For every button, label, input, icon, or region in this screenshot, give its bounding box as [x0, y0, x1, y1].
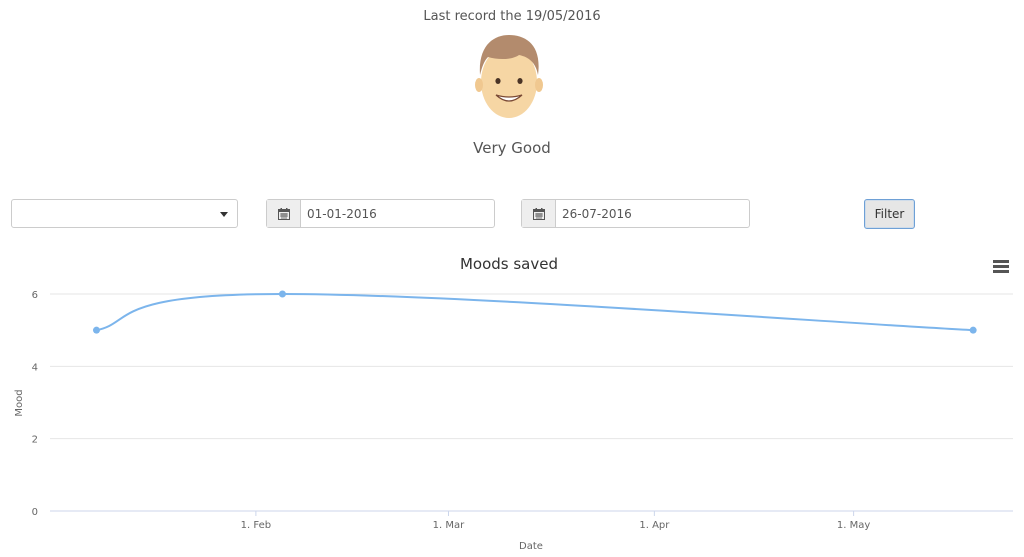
chart-title: Moods saved — [460, 255, 558, 273]
calendar-icon[interactable] — [522, 200, 556, 227]
x-tick-label: 1. May — [837, 520, 870, 531]
data-point[interactable] — [969, 326, 977, 334]
x-tick-label: 1. Mar — [433, 520, 465, 531]
data-point[interactable] — [278, 290, 286, 298]
hamburger-menu-icon[interactable] — [993, 260, 1009, 274]
y-tick-label: 4 — [32, 362, 38, 373]
mood-chart: Moods saved 0 2 4 6 1. Feb 1. Mar 1. Apr 1. Ma… — [14, 255, 1013, 552]
start-date-input[interactable]: 01-01-2016 — [307, 206, 377, 221]
mood-label: Very Good — [473, 139, 551, 157]
calendar-icon[interactable] — [267, 200, 301, 227]
series-line — [96, 292, 974, 332]
y-axis-label: Mood — [14, 389, 25, 416]
smiling-face-icon — [475, 35, 543, 118]
start-date-picker[interactable]: 01-01-2016 — [266, 199, 495, 228]
mood-select[interactable] — [11, 199, 238, 228]
x-axis-label: Date — [519, 541, 543, 552]
x-tick-label: 1. Feb — [241, 520, 271, 531]
filter-button[interactable]: Filter — [864, 199, 915, 229]
data-point[interactable] — [92, 326, 100, 334]
end-date-picker[interactable]: 26-07-2016 — [521, 199, 750, 228]
x-tick-label: 1. Apr — [639, 520, 670, 531]
y-tick-label: 6 — [32, 290, 38, 301]
y-tick-label: 0 — [32, 507, 38, 518]
caret-down-icon — [220, 212, 228, 217]
last-record-text: Last record the 19/05/2016 — [423, 9, 601, 24]
end-date-input[interactable]: 26-07-2016 — [562, 206, 632, 221]
y-tick-label: 2 — [32, 435, 38, 446]
